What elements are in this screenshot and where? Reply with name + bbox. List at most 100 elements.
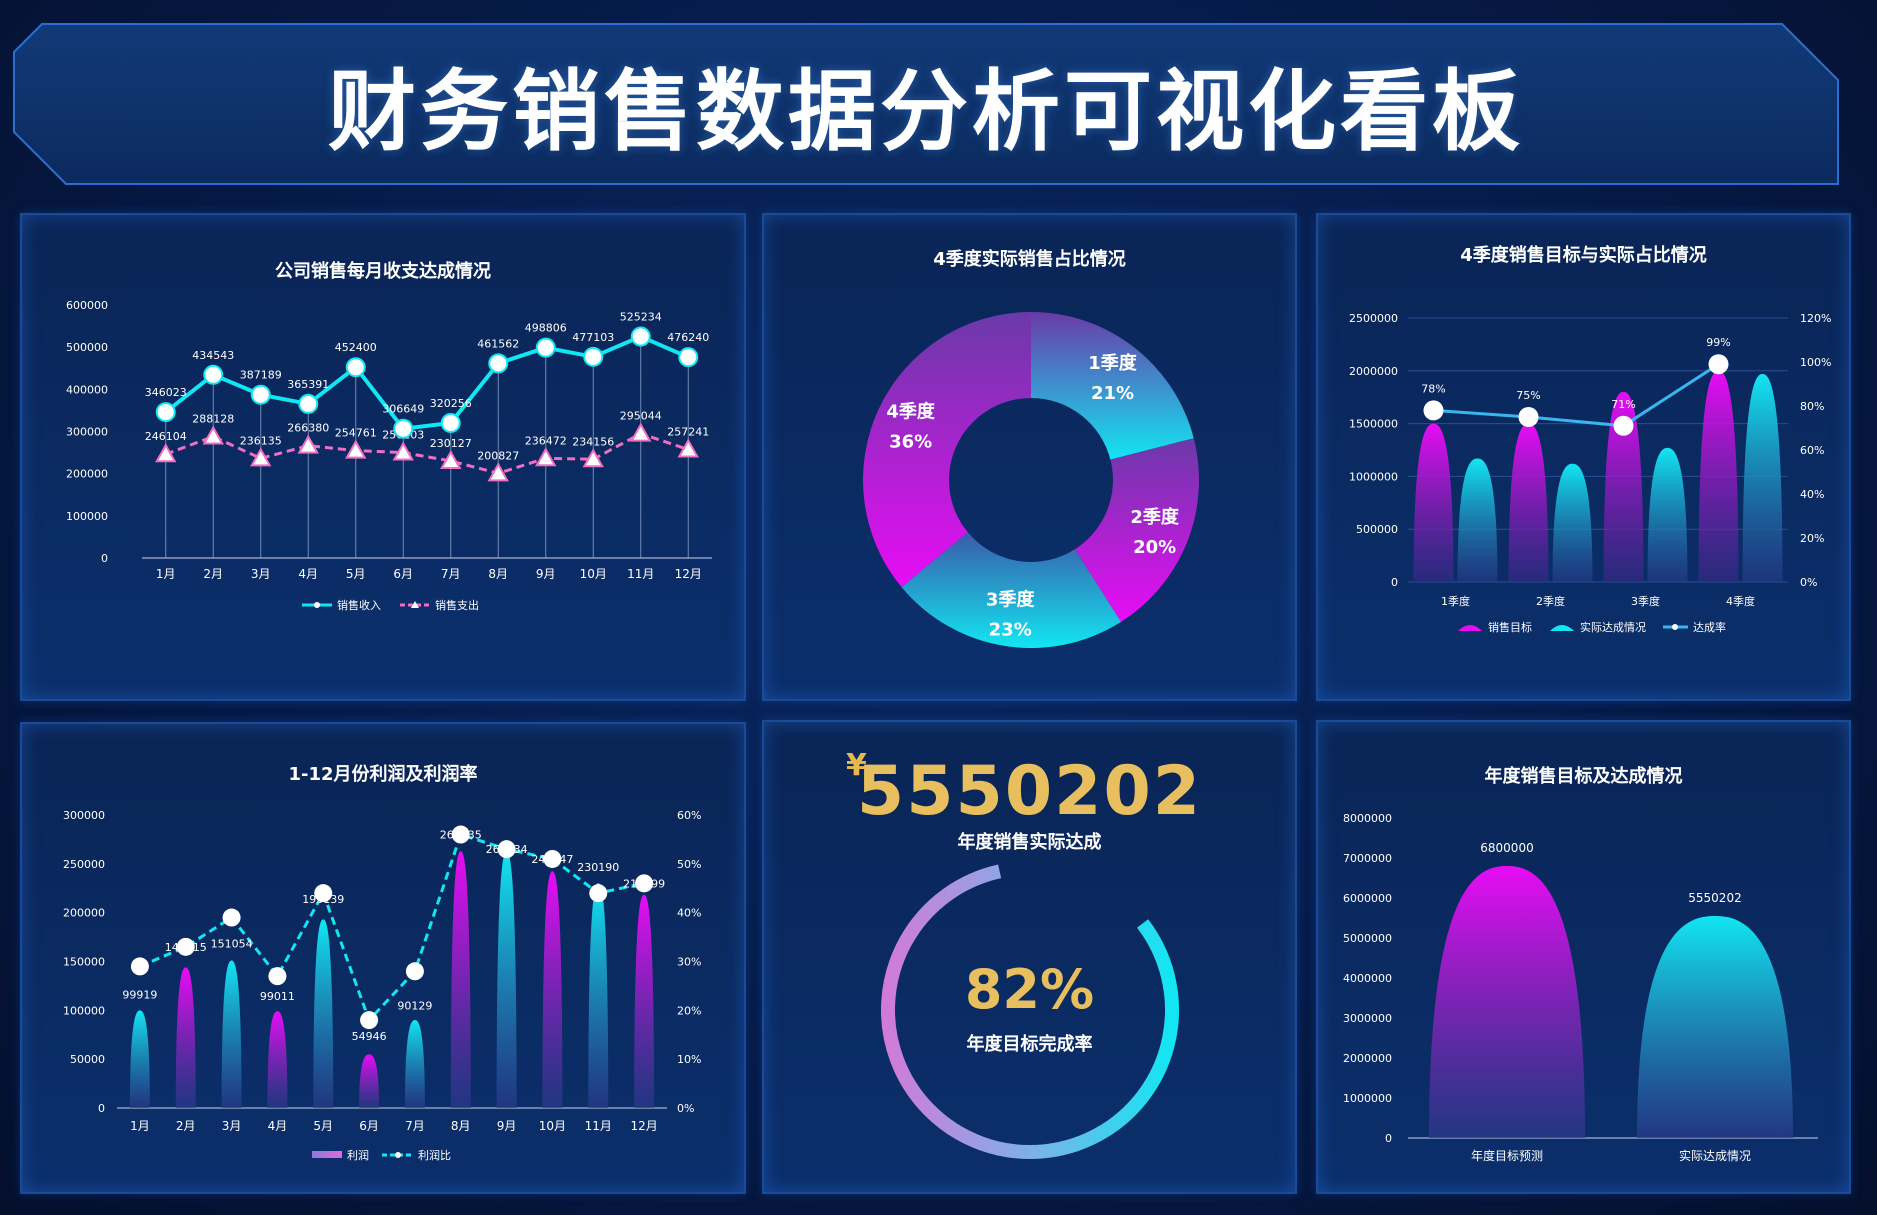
data-point-expense <box>392 441 414 461</box>
y-tick-label: 0 <box>98 1102 105 1115</box>
legend-label-rate: 利润比 <box>418 1148 451 1162</box>
data-label-income: 452400 <box>335 341 377 354</box>
x-tick-label: 2季度 <box>1536 594 1565 608</box>
y-tick-label: 4000000 <box>1343 972 1392 985</box>
x-tick-label: 5月 <box>313 1119 333 1133</box>
x-tick-label: 8月 <box>451 1119 471 1133</box>
data-point-income <box>583 346 604 367</box>
x-tick-label: 12月 <box>630 1119 657 1133</box>
chart-title: 4季度销售目标与实际占比情况 <box>1460 245 1707 266</box>
y-tick-label: 3000000 <box>1343 1012 1392 1025</box>
data-label-rate: 75% <box>1516 389 1540 402</box>
y-tick-label: 1500000 <box>1349 418 1398 431</box>
data-label-income: 346023 <box>145 386 187 399</box>
y2-tick-label: 30% <box>677 956 701 969</box>
data-label-expense: 257241 <box>667 426 709 439</box>
data-label-profit: 242347 <box>531 853 573 866</box>
panel-annual: 年度销售目标及达成情况 0 1000000 2000000 3000000 400000… <box>1316 720 1851 1194</box>
bar-target <box>1413 423 1454 582</box>
bar-profit <box>359 1054 380 1108</box>
data-label-profit: 99011 <box>260 990 295 1003</box>
x-tick-label: 1月 <box>130 1119 150 1133</box>
legend-swatch-actual <box>1550 625 1574 631</box>
y-tick-label: 150000 <box>63 956 105 969</box>
x-tick-label: 7月 <box>405 1119 425 1133</box>
y-tick-label: 8000000 <box>1343 812 1392 825</box>
data-point-rate <box>314 884 333 903</box>
data-point-expense <box>487 462 509 482</box>
y-tick-label: 5000000 <box>1343 932 1392 945</box>
data-label-income: 477103 <box>572 331 614 344</box>
panel-monthly-sales: 公司销售每月收支达成情况 0 100000 200000 300000 400000 50… <box>20 213 746 701</box>
data-label-income: 306649 <box>382 403 424 416</box>
y2-tick-label: 120% <box>1800 312 1831 325</box>
series-line-rate <box>139 832 645 1023</box>
data-point-expense <box>535 447 557 467</box>
legend-swatch-profit <box>312 1151 342 1158</box>
panel-profit: 1-12月份利润及利润率 0 50000 100000 150000 200000 250… <box>20 722 746 1194</box>
data-label-income: 387189 <box>240 369 282 382</box>
x-tick-label: 4季度 <box>1726 594 1755 608</box>
data-label-expense: 230127 <box>430 437 472 450</box>
x-tick-label: 3月 <box>251 567 271 581</box>
x-tick-label: 8月 <box>488 567 508 581</box>
data-point-rate <box>543 849 562 868</box>
y2-tick-label: 80% <box>1800 400 1824 413</box>
x-tick-label: 6月 <box>359 1119 379 1133</box>
data-point-income <box>298 393 319 414</box>
bar-profit <box>496 851 517 1108</box>
y-tick-label: 600000 <box>66 299 108 312</box>
header-frame <box>13 23 1839 185</box>
data-point-income <box>250 384 271 405</box>
y-tick-label: 50000 <box>70 1053 105 1066</box>
y2-tick-label: 20% <box>1800 532 1824 545</box>
x-tick-label: 1季度 <box>1441 594 1470 608</box>
x-tick-label: 9月 <box>497 1119 517 1133</box>
kpi-value: 5550202 <box>856 752 1203 831</box>
data-point-rate <box>360 1011 379 1030</box>
data-point-income <box>488 353 509 374</box>
bar-target <box>1698 370 1739 582</box>
y-tick-label: 6000000 <box>1343 892 1392 905</box>
data-point-rate <box>1423 400 1444 421</box>
data-label-expense: 288128 <box>192 413 234 426</box>
slice-label: 3季度 <box>986 588 1036 610</box>
y2-tick-label: 40% <box>677 907 701 920</box>
data-label-profit: 151054 <box>211 938 253 951</box>
panel-kpi: ¥ 5550202 年度销售实际达成 82% 年度目标完成率 <box>762 720 1297 1194</box>
bar-actual <box>1742 373 1783 582</box>
data-point-rate <box>176 937 195 956</box>
bar-target <box>1603 391 1644 582</box>
y-tick-label: 0 <box>101 552 108 565</box>
data-label-profit: 99919 <box>122 988 157 1001</box>
data-label-rate: 99% <box>1706 336 1730 349</box>
bar-profit <box>175 967 196 1108</box>
kpi-label: 年度销售实际达成 <box>957 832 1102 853</box>
ring-progress-arc <box>881 864 1179 1159</box>
legend-marker-rate <box>1672 624 1678 630</box>
y-tick-label: 1000000 <box>1343 1092 1392 1105</box>
bar-actual <box>1552 463 1593 582</box>
slice-label: 4季度 <box>886 400 936 422</box>
data-label: 5550202 <box>1688 891 1741 905</box>
x-tick-label: 2月 <box>203 567 223 581</box>
slice-percent: 20% <box>1133 537 1176 558</box>
data-point-expense <box>202 425 224 445</box>
y-tick-label: 2000000 <box>1349 365 1398 378</box>
y-tick-label: 200000 <box>63 907 105 920</box>
pie-slice <box>1031 312 1194 460</box>
x-tick-label: 9月 <box>536 567 556 581</box>
data-point-income <box>345 357 366 378</box>
bar-profit <box>634 894 655 1108</box>
panel-q4-pie: 4季度实际销售占比情况 1季度 21% 2季度 20% 3季度 23% 4季度 36% <box>762 213 1297 701</box>
x-tick-label: 5月 <box>346 567 366 581</box>
x-tick-label: 1月 <box>156 567 176 581</box>
y2-tick-label: 100% <box>1800 356 1831 369</box>
donut-chart: 1季度 21% 2季度 20% 3季度 23% 4季度 36% <box>863 312 1199 648</box>
x-tick-label: 实际达成情况 <box>1679 1148 1751 1163</box>
x-tick-label: 10月 <box>580 567 607 581</box>
x-tick-label: 年度目标预测 <box>1471 1148 1543 1163</box>
legend-label-rate: 达成率 <box>1693 620 1726 634</box>
chart-title: 1-12月份利润及利润率 <box>288 764 478 785</box>
ring-percent: 82% <box>964 958 1095 1021</box>
